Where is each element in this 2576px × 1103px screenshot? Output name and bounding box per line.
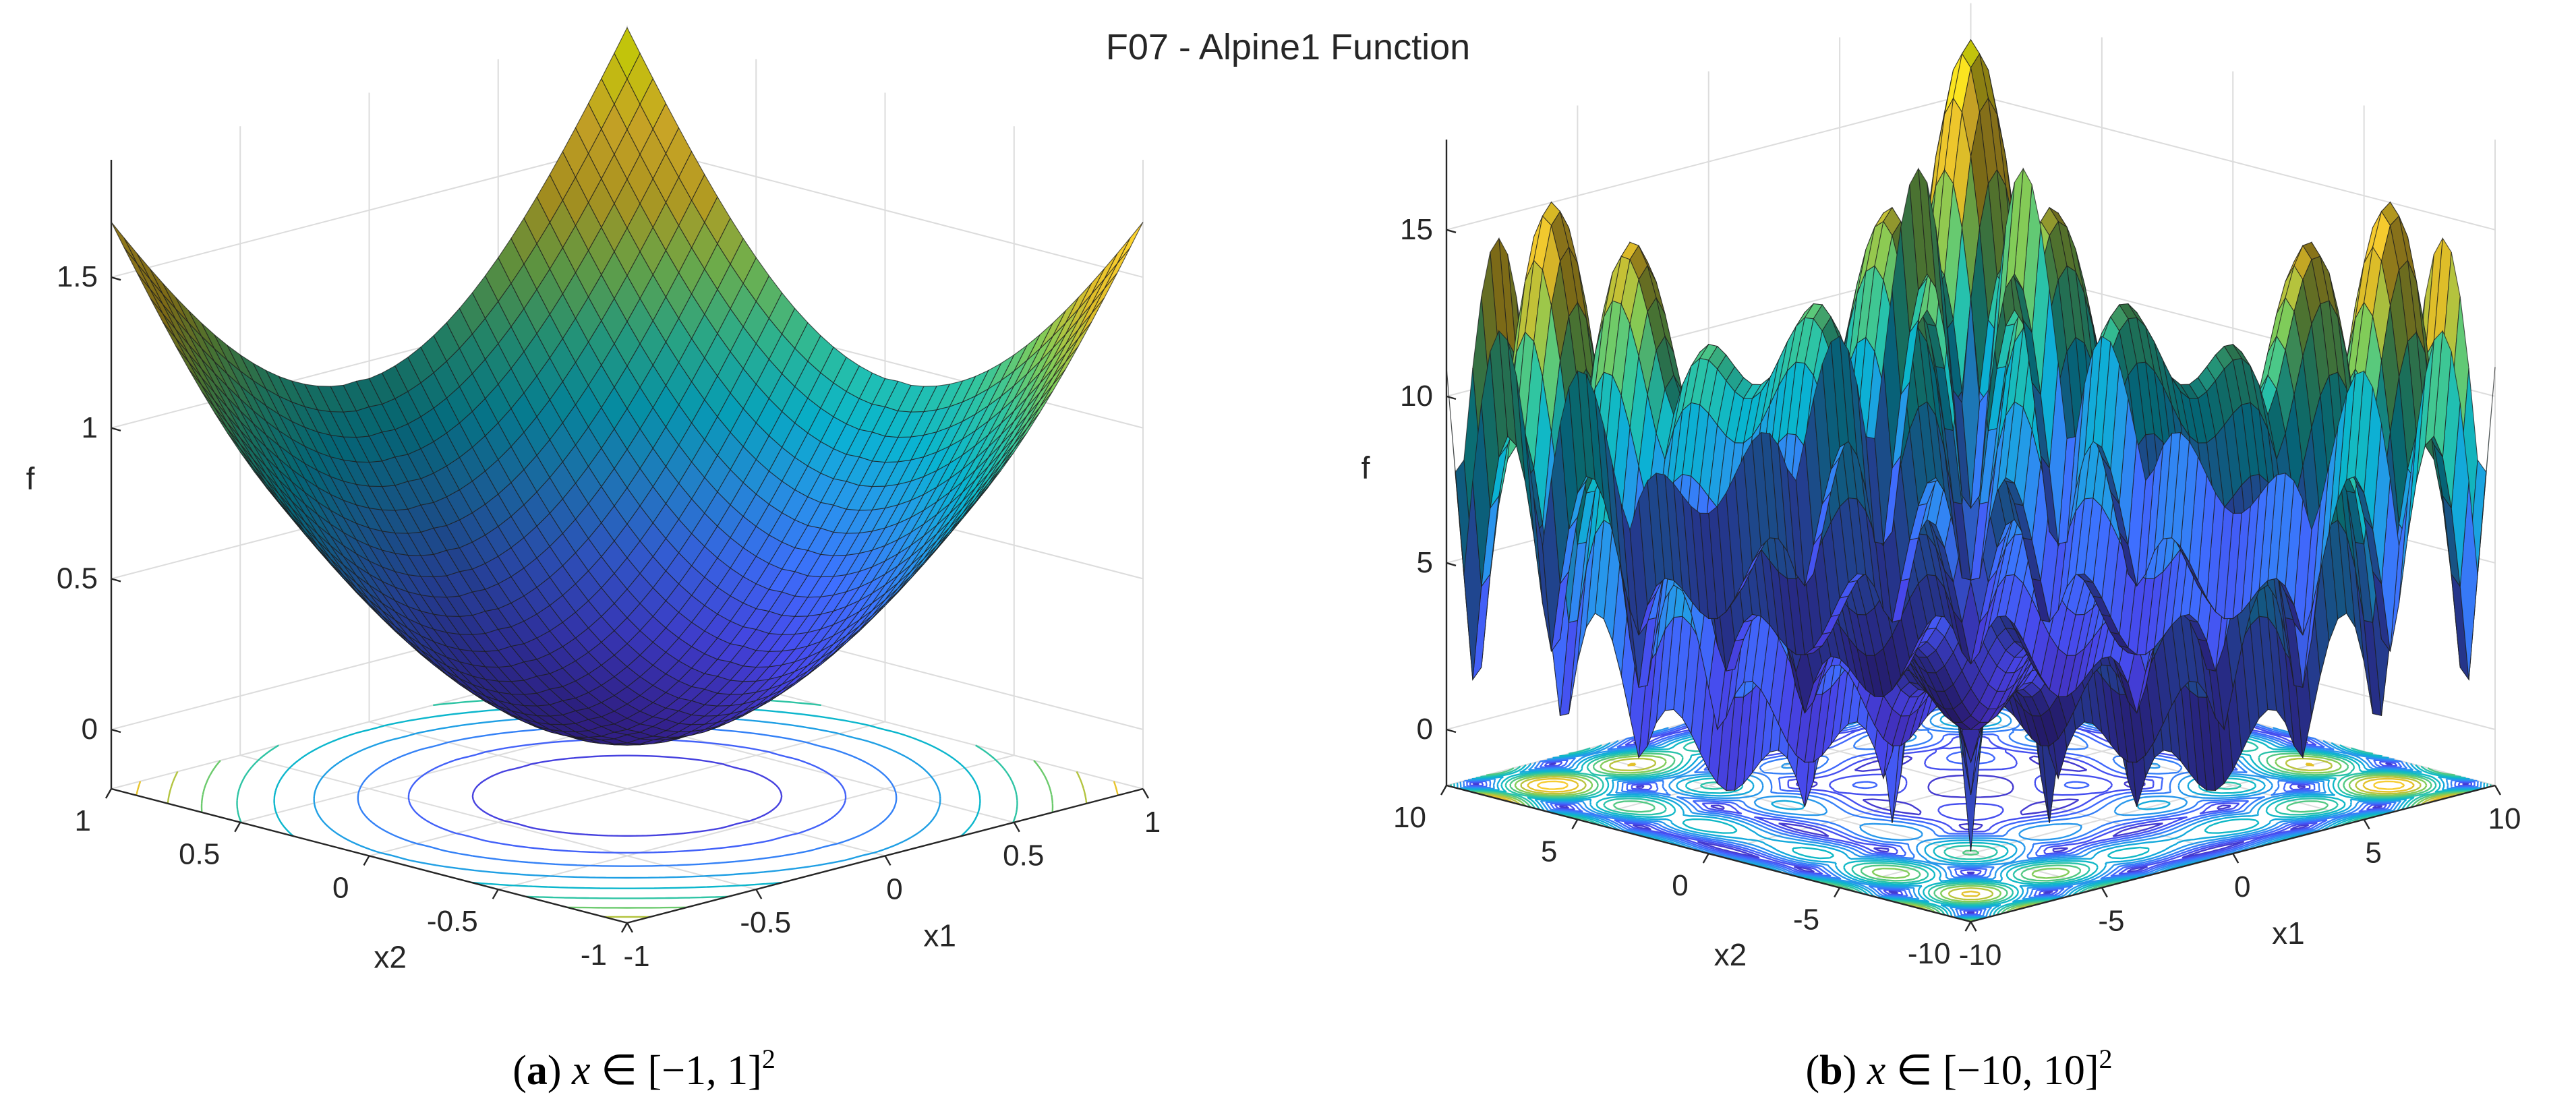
- x2-tick-label: 0.5: [179, 838, 220, 871]
- x1-tick-mark: [626, 922, 634, 933]
- x1-tick-mark: [1013, 822, 1020, 833]
- z-tick-label: 1: [82, 411, 98, 444]
- x2-tick-mark: [234, 822, 241, 833]
- z-tick-mark: [1446, 395, 1457, 400]
- x1-tick-mark: [1970, 921, 1977, 932]
- z-tick-label: 0.5: [57, 562, 98, 595]
- x2-tick-mark: [1834, 887, 1841, 898]
- x2-tick-label: 1: [75, 804, 91, 837]
- x2-tick-label: -1: [581, 938, 607, 972]
- z-tick-mark: [111, 427, 121, 431]
- axes: 0 5 10 15 f -10 -5 0 5 10 x1 -10 -5 0 5 10 x2: [1362, 140, 2521, 972]
- x2-tick-mark: [1440, 785, 1448, 796]
- x1-tick-mark: [1142, 788, 1150, 799]
- z-tick-label: 5: [1417, 546, 1433, 579]
- x2-axis-label: x2: [1714, 937, 1747, 972]
- x1-axis-label: x1: [2272, 916, 2305, 951]
- x1-tick-mark: [2101, 887, 2108, 898]
- z-tick-label: 10: [1400, 380, 1433, 413]
- panel-a: 0 0.5 1 1.5 f -1 -0.5 0 0.5 1 x1 -1 -0.5 0 0.5 1 x2: [26, 26, 1161, 974]
- x1-tick-mark: [884, 855, 891, 866]
- x2-tick-mark: [105, 788, 113, 799]
- z-tick-label: 15: [1400, 213, 1433, 246]
- x2-tick-mark: [1571, 818, 1579, 830]
- x1-tick-label: -1: [623, 940, 649, 973]
- x2-tick-label: 10: [1393, 801, 1426, 834]
- z-tick-mark: [111, 728, 121, 734]
- x1-tick-label: -5: [2098, 905, 2124, 938]
- z-axis-label: f: [26, 461, 35, 496]
- axes: 0 0.5 1 1.5 f -1 -0.5 0 0.5 1 x1 -1 -0.5 0 0.5 1 x2: [26, 160, 1161, 974]
- caption-b: (b) x ∈ [−10, 10]2: [1805, 1044, 2112, 1094]
- x1-tick-label: 1: [1144, 806, 1161, 839]
- z-tick-mark: [1446, 229, 1457, 233]
- z-axis-label: f: [1362, 450, 1370, 485]
- x1-tick-label: 5: [2365, 837, 2381, 870]
- caption-a: (a) x ∈ [−1, 1]2: [513, 1044, 775, 1094]
- x2-tick-label: 0: [1672, 869, 1688, 902]
- x2-tick-mark: [620, 922, 628, 933]
- panel-b: 0 5 10 15 f -10 -5 0 5 10 x1 -10 -5 0 5 10 x2: [1362, 3, 2521, 972]
- z-tick-mark: [1446, 562, 1457, 567]
- x1-tick-label: 0: [2234, 870, 2250, 903]
- x2-tick-label: -10: [1908, 937, 1951, 970]
- x1-axis-label: x1: [923, 918, 956, 953]
- x2-axis-label: x2: [374, 939, 407, 974]
- x2-tick-label: 5: [1541, 835, 1557, 868]
- surface-mesh: [1446, 38, 2496, 852]
- x2-tick-label: 0: [332, 871, 349, 904]
- z-tick-mark: [111, 578, 121, 583]
- x2-tick-mark: [363, 855, 370, 866]
- x1-tick-mark: [2363, 818, 2370, 830]
- x2-tick-label: -5: [1793, 903, 1819, 936]
- z-tick-label: 0: [82, 713, 98, 746]
- x2-tick-mark: [1702, 853, 1709, 864]
- x1-tick-label: 10: [2488, 802, 2521, 835]
- x1-tick-label: 0.5: [1003, 839, 1044, 872]
- surface-mesh: [111, 26, 1144, 746]
- figure-title: F07 - Alpine1 Function: [1106, 27, 1470, 67]
- x1-tick-label: 0: [886, 872, 902, 905]
- z-tick-mark: [1446, 728, 1457, 734]
- x1-tick-mark: [2232, 853, 2240, 864]
- x1-tick-mark: [755, 889, 763, 899]
- z-tick-label: 1.5: [57, 260, 98, 293]
- x1-tick-label: -0.5: [740, 906, 791, 939]
- x2-tick-mark: [1964, 921, 1972, 932]
- x2-tick-label: -0.5: [427, 905, 478, 938]
- z-tick-mark: [111, 276, 121, 281]
- x1-tick-mark: [2494, 785, 2502, 796]
- x2-tick-mark: [492, 889, 499, 899]
- z-tick-label: 0: [1417, 713, 1433, 746]
- x1-tick-label: -10: [1959, 938, 2002, 972]
